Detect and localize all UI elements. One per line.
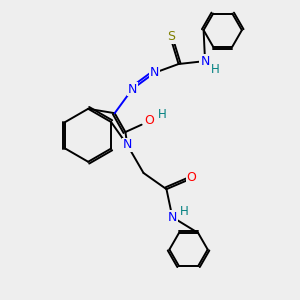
Text: N: N — [168, 211, 177, 224]
Text: O: O — [187, 171, 196, 184]
Text: H: H — [158, 108, 167, 121]
Text: O: O — [144, 114, 154, 127]
Text: S: S — [167, 30, 175, 44]
Text: H: H — [180, 205, 189, 218]
Text: N: N — [150, 66, 159, 80]
Text: N: N — [200, 55, 210, 68]
Text: N: N — [123, 139, 132, 152]
Text: H: H — [211, 63, 220, 76]
Text: N: N — [128, 82, 137, 95]
